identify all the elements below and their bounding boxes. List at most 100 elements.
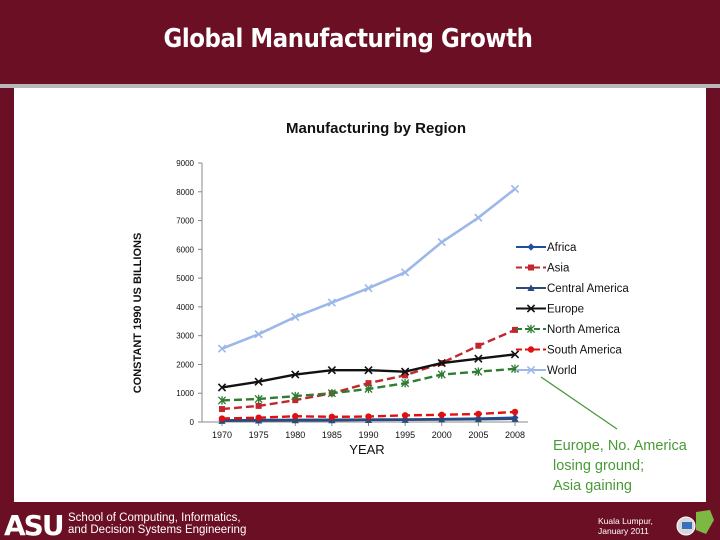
asu-logo: ASU xyxy=(4,509,64,539)
y-tick-label: 4000 xyxy=(176,303,194,312)
data-point-europe xyxy=(291,370,300,379)
footer-location: Kuala Lumpur, January 2011 xyxy=(598,516,653,536)
chart-title: Manufacturing by Region xyxy=(286,120,466,137)
x-tick-label: 1975 xyxy=(249,430,269,440)
data-point-north-america xyxy=(437,370,446,379)
legend-label-world: World xyxy=(547,365,577,377)
data-point-world xyxy=(254,330,263,339)
y-tick-label: 3000 xyxy=(176,332,194,341)
chart-legend: Africa Asia Central America Europe North Ame… xyxy=(516,242,629,377)
data-point-north-america xyxy=(474,367,483,376)
footer-band xyxy=(0,502,720,540)
y-tick-label: 5000 xyxy=(176,274,194,283)
legend-marker-asia xyxy=(528,264,534,271)
footer-line: School of Computing, Informatics, xyxy=(68,512,241,524)
data-point-south-america xyxy=(292,413,299,420)
legend-marker-north-america xyxy=(526,324,536,334)
x-tick-label: 1985 xyxy=(322,430,342,440)
data-point-world xyxy=(510,184,520,194)
data-point-europe xyxy=(364,366,373,375)
x-tick-label: 1980 xyxy=(285,430,305,440)
annotation-arrow xyxy=(540,376,618,430)
data-point-asia xyxy=(402,372,409,379)
footer-line: Kuala Lumpur, xyxy=(598,516,653,526)
data-point-south-america xyxy=(218,415,226,422)
data-point-asia xyxy=(219,406,225,413)
legend-label-asia: Asia xyxy=(547,263,570,275)
slide-title: Global Manufacturing Growth xyxy=(163,24,533,54)
data-point-asia xyxy=(512,326,518,333)
data-point-north-america xyxy=(327,389,336,398)
data-point-north-america xyxy=(291,391,300,401)
chart-series xyxy=(217,184,520,424)
data-point-south-america xyxy=(365,413,372,420)
legend-label-south-america: South America xyxy=(547,345,622,357)
data-point-asia xyxy=(475,342,482,349)
data-point-asia xyxy=(255,402,262,409)
data-point-europe xyxy=(437,358,446,368)
x-tick-label: 1990 xyxy=(358,430,378,440)
y-tick-label: 7000 xyxy=(176,217,194,226)
header-band xyxy=(0,0,720,84)
data-point-world xyxy=(437,237,446,247)
legend-label-africa: Africa xyxy=(547,242,577,254)
legend-marker-south-america xyxy=(527,346,535,353)
data-point-central-america xyxy=(291,416,299,424)
legend-item-europe: Europe xyxy=(516,304,584,316)
data-point-south-america xyxy=(475,410,482,418)
series-line-world xyxy=(221,187,516,350)
y-tick-label: 8000 xyxy=(176,188,194,197)
manufacturing-chart: Manufacturing by Region CONSTANT 1990 US… xyxy=(132,120,629,457)
left-border xyxy=(0,88,14,502)
legend-label-central-america: Central America xyxy=(547,283,629,295)
data-point-europe xyxy=(327,366,337,375)
legend-marker-world xyxy=(526,365,536,375)
data-point-europe xyxy=(254,377,263,386)
legend-item-central-america: Central America xyxy=(516,283,629,295)
y-tick-label: 9000 xyxy=(176,159,194,168)
data-point-north-america xyxy=(510,364,520,373)
data-point-north-america xyxy=(217,396,227,405)
data-point-world xyxy=(474,213,483,222)
legend-item-north-america: North America xyxy=(516,324,620,336)
x-tick-label: 1970 xyxy=(212,430,232,440)
annotation-line: Europe, No. America xyxy=(553,438,687,454)
data-point-north-america xyxy=(364,384,373,394)
header-rule xyxy=(0,84,720,88)
legend-label-north-america: North America xyxy=(547,324,620,336)
x-tick-label: 2005 xyxy=(468,430,488,440)
legend-item-asia: Asia xyxy=(516,263,570,275)
series-world xyxy=(217,184,520,353)
data-point-world xyxy=(291,312,300,322)
y-tick-label: 2000 xyxy=(176,360,194,369)
legend-marker-central-america xyxy=(527,284,535,291)
data-point-south-america xyxy=(328,413,336,421)
footer-school: School of Computing, Informatics, and De… xyxy=(68,512,246,536)
x-axis-label: YEAR xyxy=(349,442,384,457)
y-tick-label: 0 xyxy=(190,418,195,427)
legend-marker-africa xyxy=(527,243,535,251)
data-point-north-america xyxy=(401,378,410,388)
data-point-europe xyxy=(217,383,227,392)
data-point-world xyxy=(400,268,410,277)
data-point-central-america xyxy=(511,415,519,422)
y-axis-label: CONSTANT 1990 US BILLIONS xyxy=(132,233,144,394)
data-point-south-america xyxy=(401,412,409,419)
svg-text:ASU: ASU xyxy=(4,509,63,539)
annotation-line: losing ground; xyxy=(553,458,645,474)
legend-item-south-america: South America xyxy=(516,345,622,357)
x-tick-label: 2008 xyxy=(505,430,525,440)
data-point-europe xyxy=(510,350,520,359)
annotation-note: Europe, No. America losing ground; Asia … xyxy=(553,436,713,496)
data-point-central-america xyxy=(438,415,446,423)
chart-axes: 0 1000 2000 3000 4000 5000 6000 7000 8000 9000 197… xyxy=(176,159,528,440)
data-point-central-america xyxy=(401,416,409,423)
legend-item-africa: Africa xyxy=(516,242,577,254)
y-tick-label: 1000 xyxy=(176,389,194,398)
data-point-central-america xyxy=(474,415,482,423)
annotation-line: Asia gaining xyxy=(553,478,632,494)
data-point-europe xyxy=(474,354,483,363)
footer-line: and Decision Systems Engineering xyxy=(68,524,247,536)
data-point-europe xyxy=(400,367,410,376)
data-point-world xyxy=(364,284,373,293)
